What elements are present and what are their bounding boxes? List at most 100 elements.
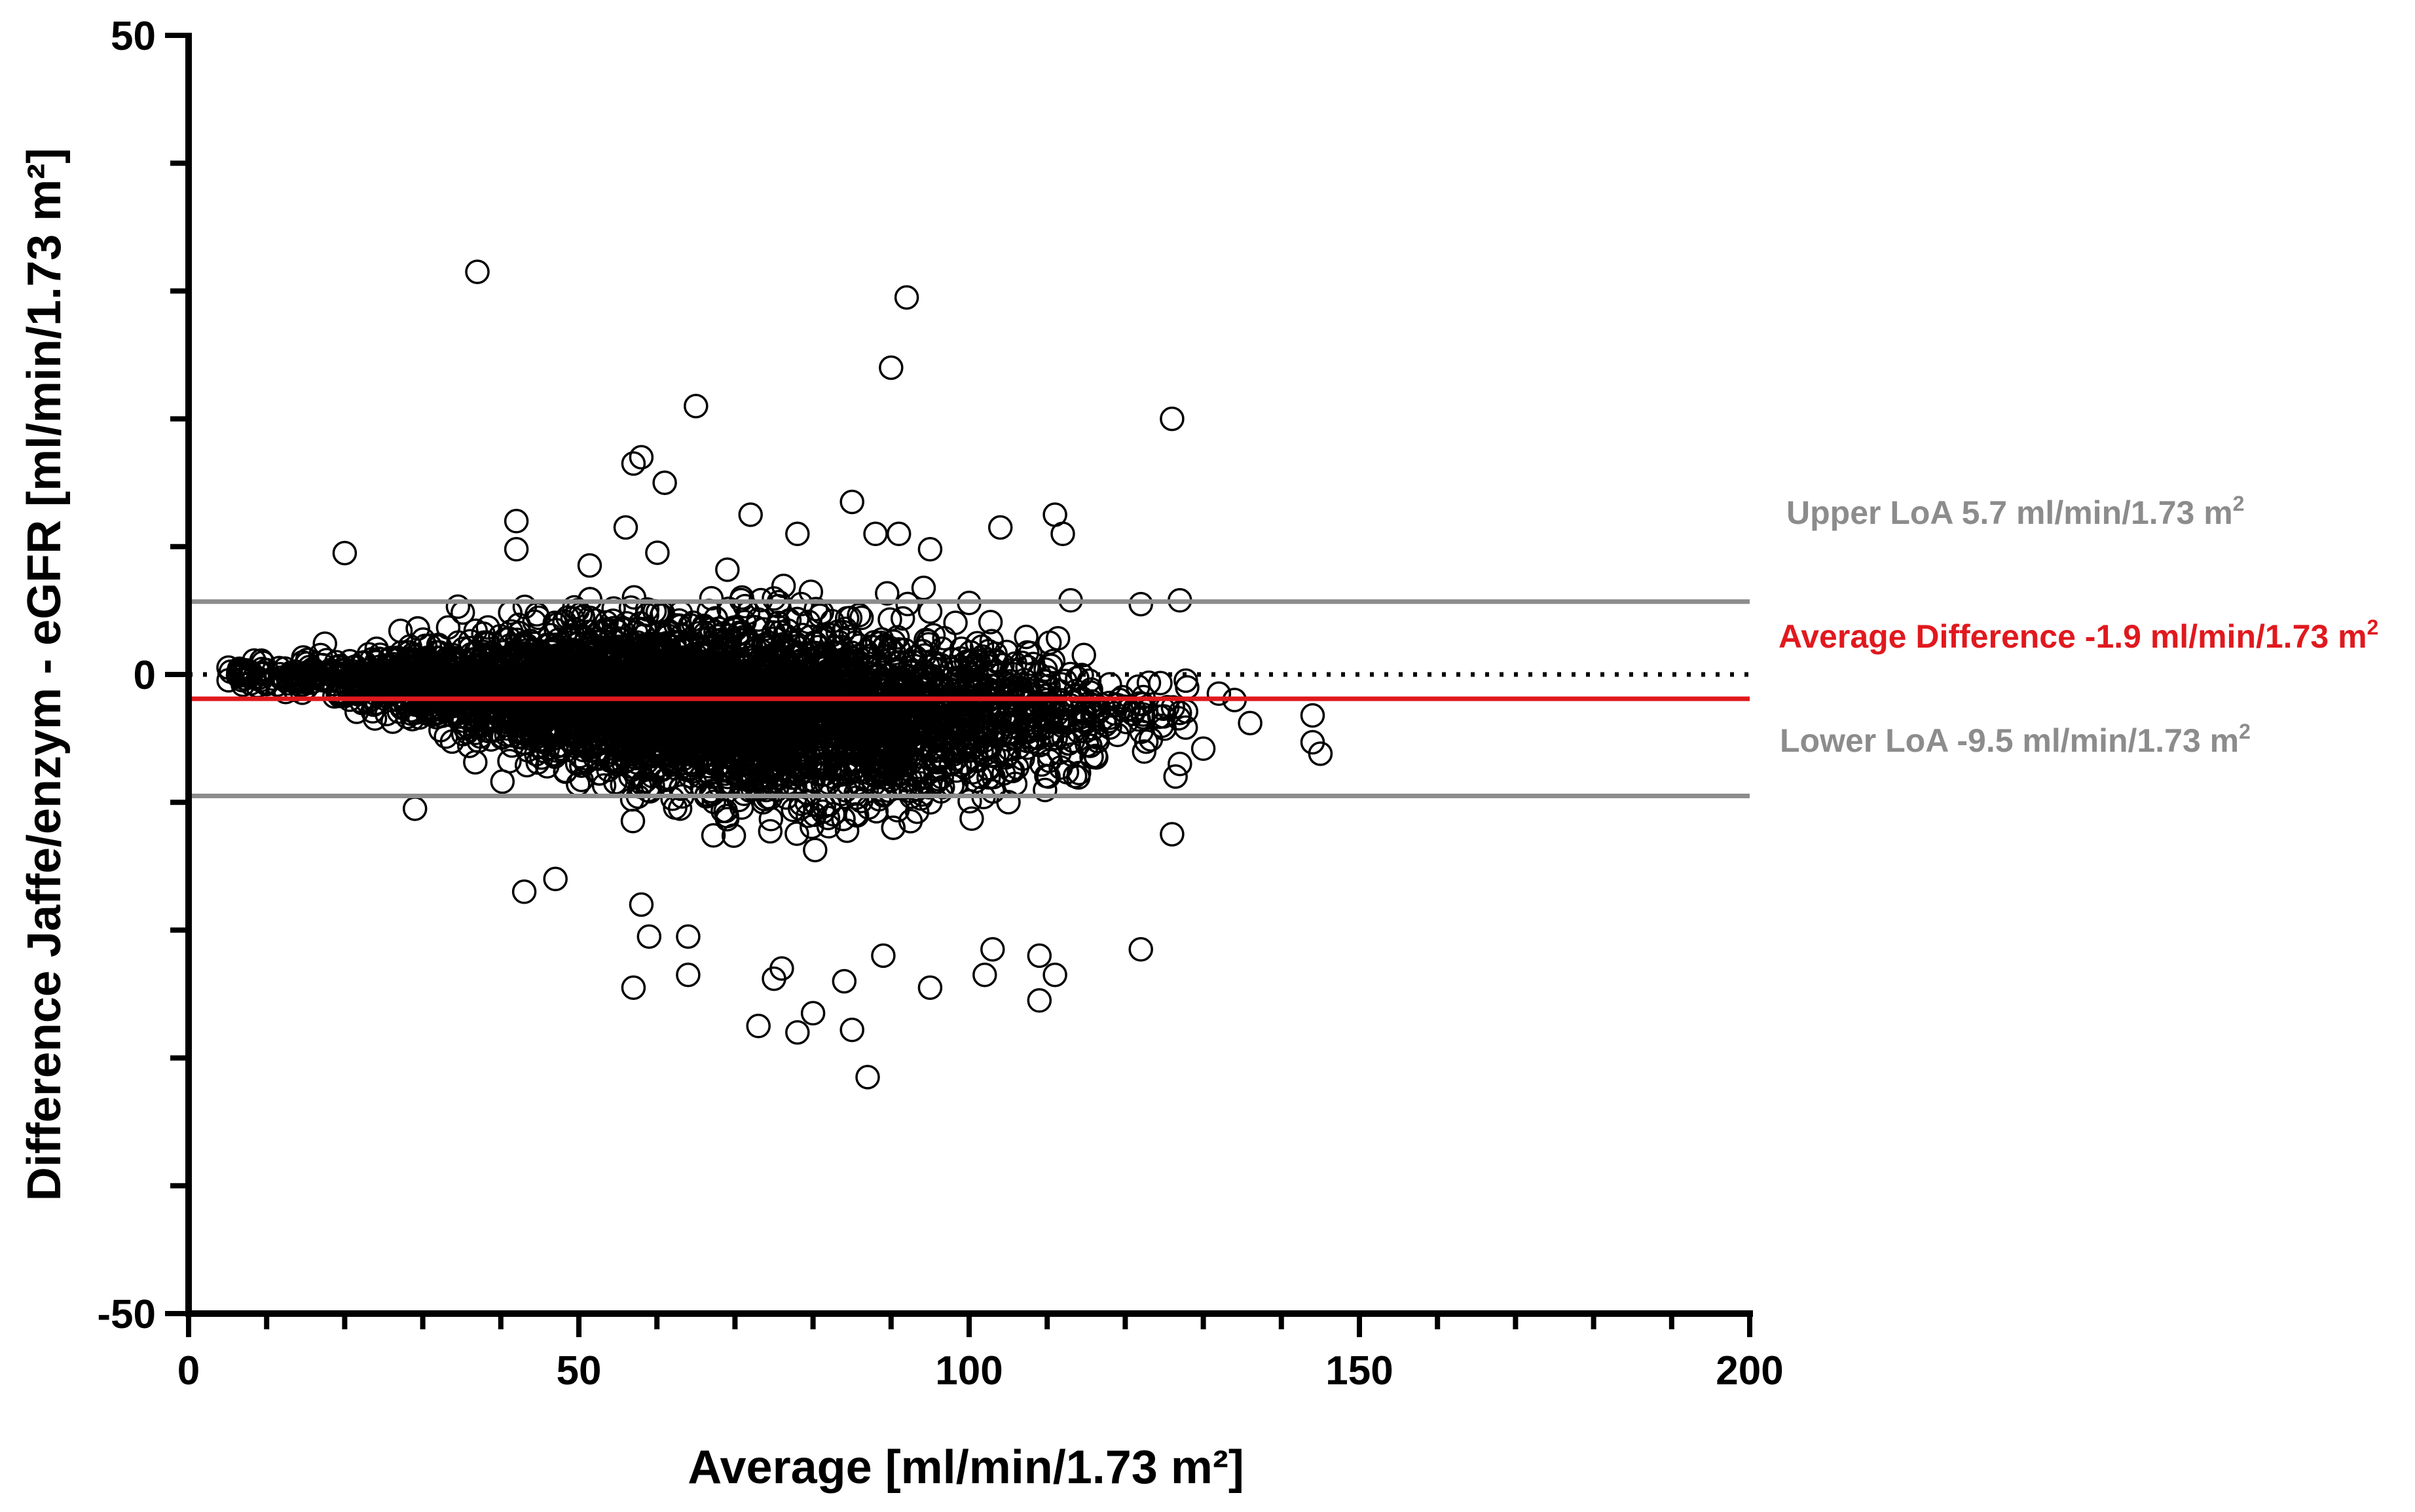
cloud-point [1132,739,1157,764]
cloud-point [752,786,777,812]
cloud-point [847,602,872,628]
cloud-point [847,633,872,658]
cloud-point [940,647,965,672]
cloud-point [612,711,638,736]
x-tick-label: 0 [177,1348,200,1393]
outlier-point [1027,988,1052,1013]
cloud-point [450,600,475,625]
cloud-point [1173,668,1198,693]
cloud-point [472,630,497,655]
cloud-point [1148,671,1173,695]
outlier-point [629,445,654,470]
cloud-point [679,691,705,717]
cloud-point [862,630,887,655]
y-tick-label: 50 [111,14,156,59]
cloud-point [687,733,712,758]
outlier-point [621,975,646,1000]
cloud-point [579,726,604,752]
outlier-point [1168,751,1192,777]
outlier-point [1160,406,1185,432]
lower-loa-text: Lower LoA -9.5 ml/min/1.73 m [1780,722,2239,759]
cloud-point [598,747,623,772]
cloud-point [519,665,544,691]
cloud-point [534,643,559,669]
cloud-point [894,705,919,730]
cloud-point [1163,764,1188,789]
cloud-point [684,644,709,669]
cloud-point [741,746,766,771]
cloud-point [959,806,984,831]
cloud-point [895,591,920,617]
cloud-point [823,715,848,741]
cloud-point [1070,708,1096,733]
cloud-point [923,748,948,774]
outlier-point [1042,962,1067,987]
cloud-point [731,747,756,772]
cloud-point [923,678,949,703]
cloud-point [838,722,863,747]
cloud-point [405,616,430,641]
outlier-point [832,968,857,994]
cloud-point [308,642,333,668]
cloud-point [815,805,841,830]
cloud-point [680,759,705,784]
cloud-point [1105,722,1130,748]
cloud-point [733,593,758,619]
cloud-point [564,709,589,733]
cloud-point [475,705,500,729]
cloud-point [306,662,331,688]
cloud-point [587,619,613,645]
cloud-point [621,585,647,610]
cloud-point [803,597,828,621]
outlier-point [465,259,490,284]
cloud-point [929,721,954,747]
cloud-point [788,591,814,617]
outlier-point [1238,710,1263,735]
lower-loa-sup: 2 [2239,720,2251,743]
cloud-point [527,678,552,703]
cloud-point [1037,682,1062,707]
cloud-point [980,779,1006,804]
outlier-point [676,962,701,987]
cloud-point [476,681,502,706]
cloud-point [1063,678,1088,704]
x-tick-label: 150 [1325,1348,1393,1393]
cloud-point [1079,745,1104,769]
cloud-point [601,616,627,640]
outlier-point [636,924,662,949]
outlier-point [511,879,537,904]
cloud-point [623,633,648,658]
cloud-point [688,715,713,740]
cloud-point [819,623,844,648]
cloud-point [1060,708,1086,733]
cloud-point [1037,742,1061,767]
outlier-point [613,515,638,540]
cloud-point [526,605,551,631]
cloud-point [758,819,783,844]
cloud-point [578,587,602,612]
cloud-point [426,671,451,696]
cloud-point [601,596,626,621]
cloud-point [460,702,485,727]
cloud-point [489,725,515,750]
outlier-point [746,1014,771,1039]
cloud-point [654,724,678,748]
cloud-point [764,722,790,748]
cloud-point [515,709,541,735]
cloud-point [475,615,500,640]
cloud-point [789,759,815,784]
cloud-point [427,634,452,659]
lower-loa-label: Lower LoA -9.5 ml/min/1.73 m2 [1780,720,2251,759]
cloud-point [645,540,670,565]
cloud-point [718,731,743,756]
cloud-point [602,769,628,795]
cloud-point [836,658,861,684]
cloud-point [667,613,691,638]
cloud-point [543,726,568,750]
cloud-point [514,752,540,778]
cloud-point [1036,665,1061,690]
cloud-point [314,661,339,686]
cloud-point [690,627,716,652]
cloud-point [654,670,678,695]
